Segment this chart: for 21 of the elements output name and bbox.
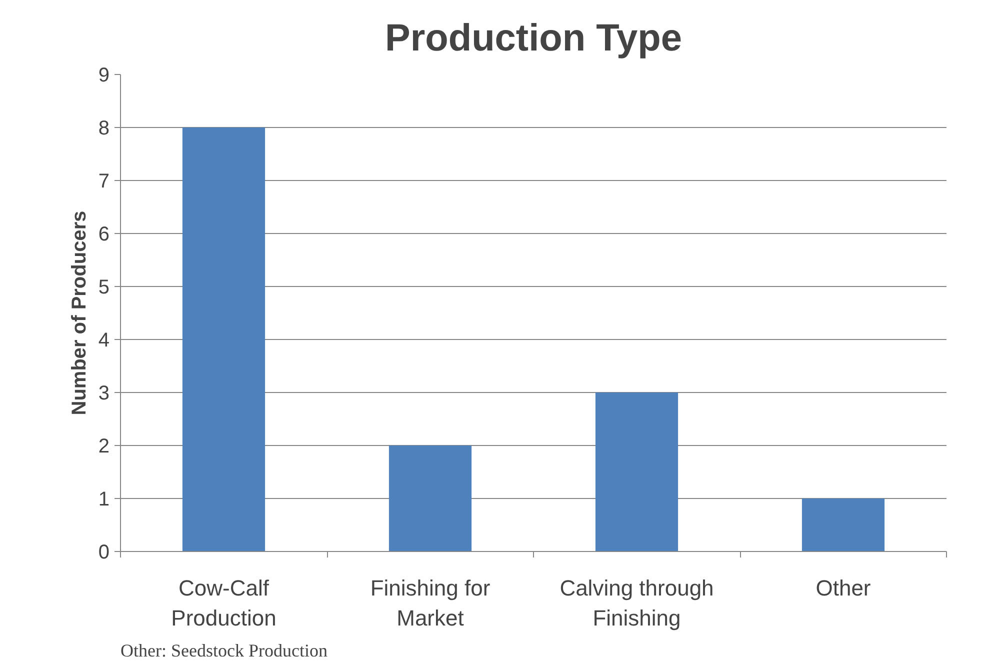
x-tick-label: Cow-Calf Production [171,576,276,630]
y-tick-label: 2 [98,436,110,458]
bar [182,128,266,552]
y-tick-label: 5 [98,276,110,298]
y-tick-label: 6 [98,224,110,246]
y-axis-title: Number of Producers [68,210,90,416]
y-tick-label: 9 [98,64,110,86]
bar [595,392,678,552]
x-tick-label: Calving through Finishing [560,576,714,630]
x-tick-label: Finishing for Market [370,576,490,630]
y-tick-label: 7 [98,170,110,192]
bar [388,446,472,552]
x-tick-label: Other [816,576,871,600]
y-tick-label: 4 [98,330,110,352]
chart-title: Production Type [385,18,682,60]
y-tick-label: 0 [98,542,110,564]
y-tick-label: 8 [98,118,110,140]
bar [802,498,885,552]
y-tick-label: 1 [98,488,110,510]
text: Other: Seedstock Production [120,640,328,660]
y-tick-label: 3 [98,382,110,404]
